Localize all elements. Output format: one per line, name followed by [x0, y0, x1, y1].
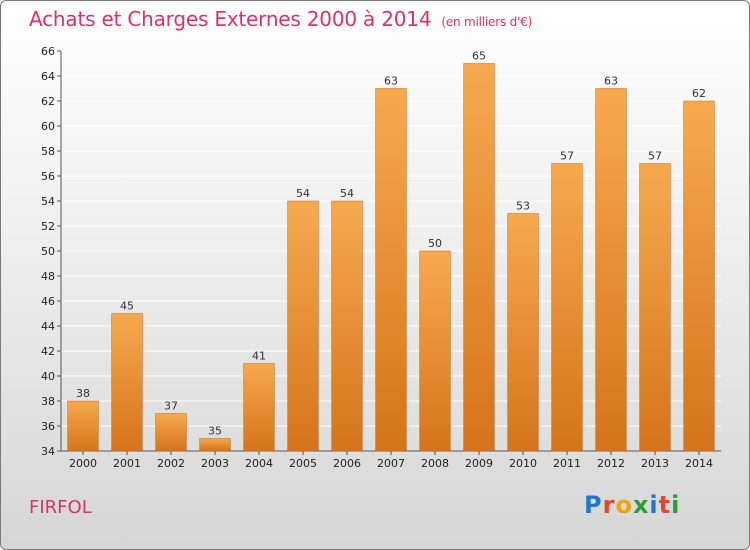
x-tick-label: 2008 — [421, 457, 449, 470]
data-label: 38 — [76, 387, 90, 400]
y-tick-label: 48 — [41, 270, 55, 283]
bar — [199, 438, 231, 452]
labels: 38 2000 45 2001 37 2002 35 2003 41 2004 54 2005 54 20… — [69, 50, 713, 471]
bar — [463, 63, 495, 452]
proxiti-logo: Proxiti — [584, 491, 680, 519]
bar — [507, 213, 539, 452]
x-tick-label: 2013 — [641, 457, 669, 470]
x-tick-label: 2010 — [509, 457, 537, 470]
y-tick-label: 56 — [41, 170, 55, 183]
x-tick-label: 2006 — [333, 457, 361, 470]
data-label: 62 — [692, 87, 706, 100]
logo-letter: r — [602, 491, 616, 519]
bar — [419, 250, 451, 452]
bar — [683, 100, 715, 452]
y-tick-label: 64 — [41, 70, 55, 83]
bars — [67, 63, 715, 452]
data-label: 54 — [296, 187, 310, 200]
y-tick-label: 60 — [41, 120, 55, 133]
data-label: 41 — [252, 350, 266, 363]
logo-letter: P — [584, 491, 603, 519]
data-label: 54 — [340, 187, 354, 200]
y-tick-label: 66 — [41, 45, 55, 58]
y-tick-label: 52 — [41, 220, 55, 233]
bar — [331, 200, 363, 452]
data-label: 37 — [164, 400, 178, 413]
data-label: 53 — [516, 200, 530, 213]
x-tick-label: 2014 — [685, 457, 713, 470]
x-tick-label: 2001 — [113, 457, 141, 470]
chart-title: Achats et Charges Externes 2000 à 2014 (e… — [29, 7, 532, 31]
x-tick-label: 2012 — [597, 457, 625, 470]
x-tick-label: 2000 — [69, 457, 97, 470]
x-tick-label: 2004 — [245, 457, 273, 470]
logo-letter: x — [632, 491, 650, 519]
location-name: FIRFOL — [29, 497, 92, 518]
data-label: 45 — [120, 300, 134, 313]
data-label: 50 — [428, 237, 442, 250]
chart-title-text: Achats et Charges Externes 2000 à 2014 — [29, 7, 432, 31]
logo-letter: o — [615, 491, 633, 519]
y-tick-label: 36 — [41, 420, 55, 433]
bar — [111, 313, 143, 452]
bar — [639, 163, 671, 452]
y-tick-label: 50 — [41, 245, 55, 258]
y-tick-label: 44 — [41, 320, 55, 333]
bar — [595, 88, 627, 452]
y-tick-label: 38 — [41, 395, 55, 408]
x-tick-label: 2009 — [465, 457, 493, 470]
logo-letter: i — [649, 491, 659, 519]
y-tick-label: 54 — [41, 195, 55, 208]
data-label: 57 — [648, 150, 662, 163]
logo-letter: t — [658, 491, 672, 519]
data-label: 63 — [384, 75, 398, 88]
x-tick-label: 2011 — [553, 457, 581, 470]
bar — [551, 163, 583, 452]
y-tick-label: 40 — [41, 370, 55, 383]
chart-subtitle: (en milliers d'€) — [441, 15, 533, 29]
bar — [243, 363, 275, 452]
logo-letter: i — [671, 491, 681, 519]
bar — [375, 88, 407, 452]
x-tick-label: 2005 — [289, 457, 317, 470]
x-tick-label: 2003 — [201, 457, 229, 470]
bar — [155, 413, 187, 452]
y-tick-label: 34 — [41, 445, 55, 458]
y-tick-label: 46 — [41, 295, 55, 308]
data-label: 65 — [472, 50, 486, 63]
x-tick-label: 2007 — [377, 457, 405, 470]
x-tick-label: 2002 — [157, 457, 185, 470]
bar — [67, 400, 99, 452]
bar — [287, 200, 319, 452]
y-tick-label: 58 — [41, 145, 55, 158]
data-label: 57 — [560, 150, 574, 163]
data-label: 35 — [208, 425, 222, 438]
data-label: 63 — [604, 75, 618, 88]
y-tick-label: 42 — [41, 345, 55, 358]
y-tick-label: 62 — [41, 95, 55, 108]
